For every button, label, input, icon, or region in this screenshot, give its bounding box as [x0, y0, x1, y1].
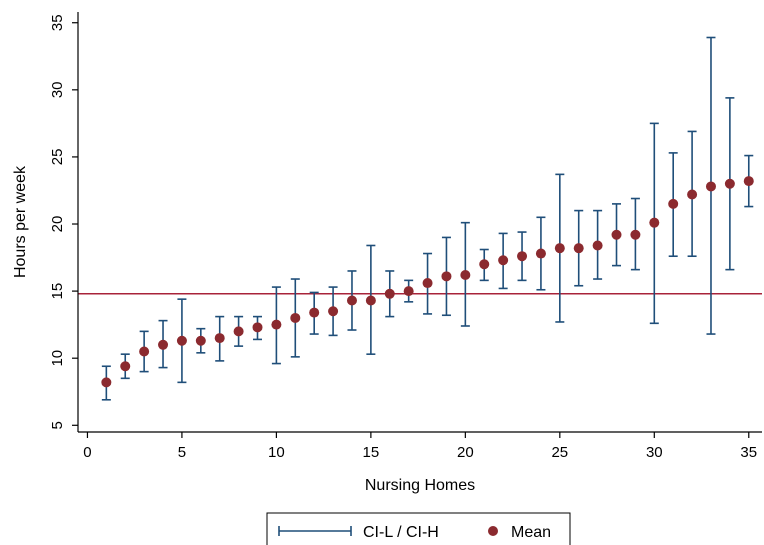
- mean-point: [158, 339, 169, 350]
- y-tick-label: 35: [49, 14, 66, 31]
- mean-point: [309, 307, 320, 318]
- mean-point: [176, 335, 187, 346]
- mean-points: [101, 176, 754, 388]
- mean-point: [460, 270, 471, 281]
- mean-point: [271, 319, 282, 330]
- legend-box: [266, 512, 571, 545]
- y-tick-label: 25: [49, 149, 66, 166]
- y-tick-label: 5: [49, 421, 66, 429]
- y-axis-ticks: 5 10 15 20 25 30 35: [49, 14, 78, 429]
- mean-point: [290, 312, 301, 323]
- mean-point: [630, 229, 641, 240]
- mean-point: [498, 255, 509, 266]
- y-tick-label: 10: [49, 350, 66, 367]
- mean-point: [535, 248, 546, 259]
- plot-area: [78, 36, 762, 401]
- mean-point: [384, 288, 395, 299]
- mean-point: [705, 181, 716, 192]
- legend-ci-label: CI-L / CI-H: [363, 524, 439, 541]
- legend-mean-label: Mean: [511, 524, 551, 541]
- mean-point: [611, 229, 622, 240]
- mean-point: [743, 176, 754, 187]
- x-axis-ticks: 0 5 10 15 20 25 30 35: [83, 432, 757, 461]
- x-tick-label: 30: [646, 444, 663, 461]
- y-tick-label: 15: [49, 283, 66, 300]
- axes: 0 5 10 15 20 25 30 35 5 10 15 20 25 30 35 Nursing Hom…: [12, 12, 762, 494]
- mean-point: [252, 322, 263, 333]
- mean-point: [573, 243, 584, 254]
- mean-point: [139, 346, 150, 357]
- x-tick-label: 20: [457, 444, 474, 461]
- mean-point: [554, 243, 565, 254]
- mean-point: [649, 217, 660, 228]
- x-axis-title: Nursing Homes: [365, 477, 475, 494]
- mean-point: [195, 335, 206, 346]
- mean-point: [687, 189, 698, 200]
- mean-point: [365, 295, 376, 306]
- legend-mean-symbol: [488, 526, 498, 536]
- mean-point: [724, 178, 735, 189]
- x-tick-label: 10: [268, 444, 285, 461]
- x-tick-label: 0: [83, 444, 91, 461]
- mean-point: [328, 306, 339, 317]
- x-tick-label: 25: [551, 444, 568, 461]
- mean-point: [101, 377, 112, 388]
- mean-point: [214, 333, 225, 344]
- y-tick-label: 20: [49, 216, 66, 233]
- mean-point: [120, 361, 131, 372]
- legend: CI-L / CI-H Mean: [266, 512, 571, 545]
- mean-point: [403, 286, 414, 297]
- mean-point: [346, 295, 357, 306]
- legend-ci-symbol: [278, 526, 352, 536]
- mean-point: [441, 271, 452, 282]
- mean-point: [479, 259, 490, 270]
- mean-point: [592, 240, 603, 251]
- x-tick-label: 5: [178, 444, 186, 461]
- x-tick-label: 35: [740, 444, 757, 461]
- x-tick-label: 15: [363, 444, 380, 461]
- y-axis-title: Hours per week: [12, 165, 29, 278]
- mean-point: [517, 251, 528, 262]
- mean-point: [233, 326, 244, 337]
- mean-point: [422, 278, 433, 289]
- mean-point: [668, 198, 679, 209]
- y-tick-label: 30: [49, 81, 66, 98]
